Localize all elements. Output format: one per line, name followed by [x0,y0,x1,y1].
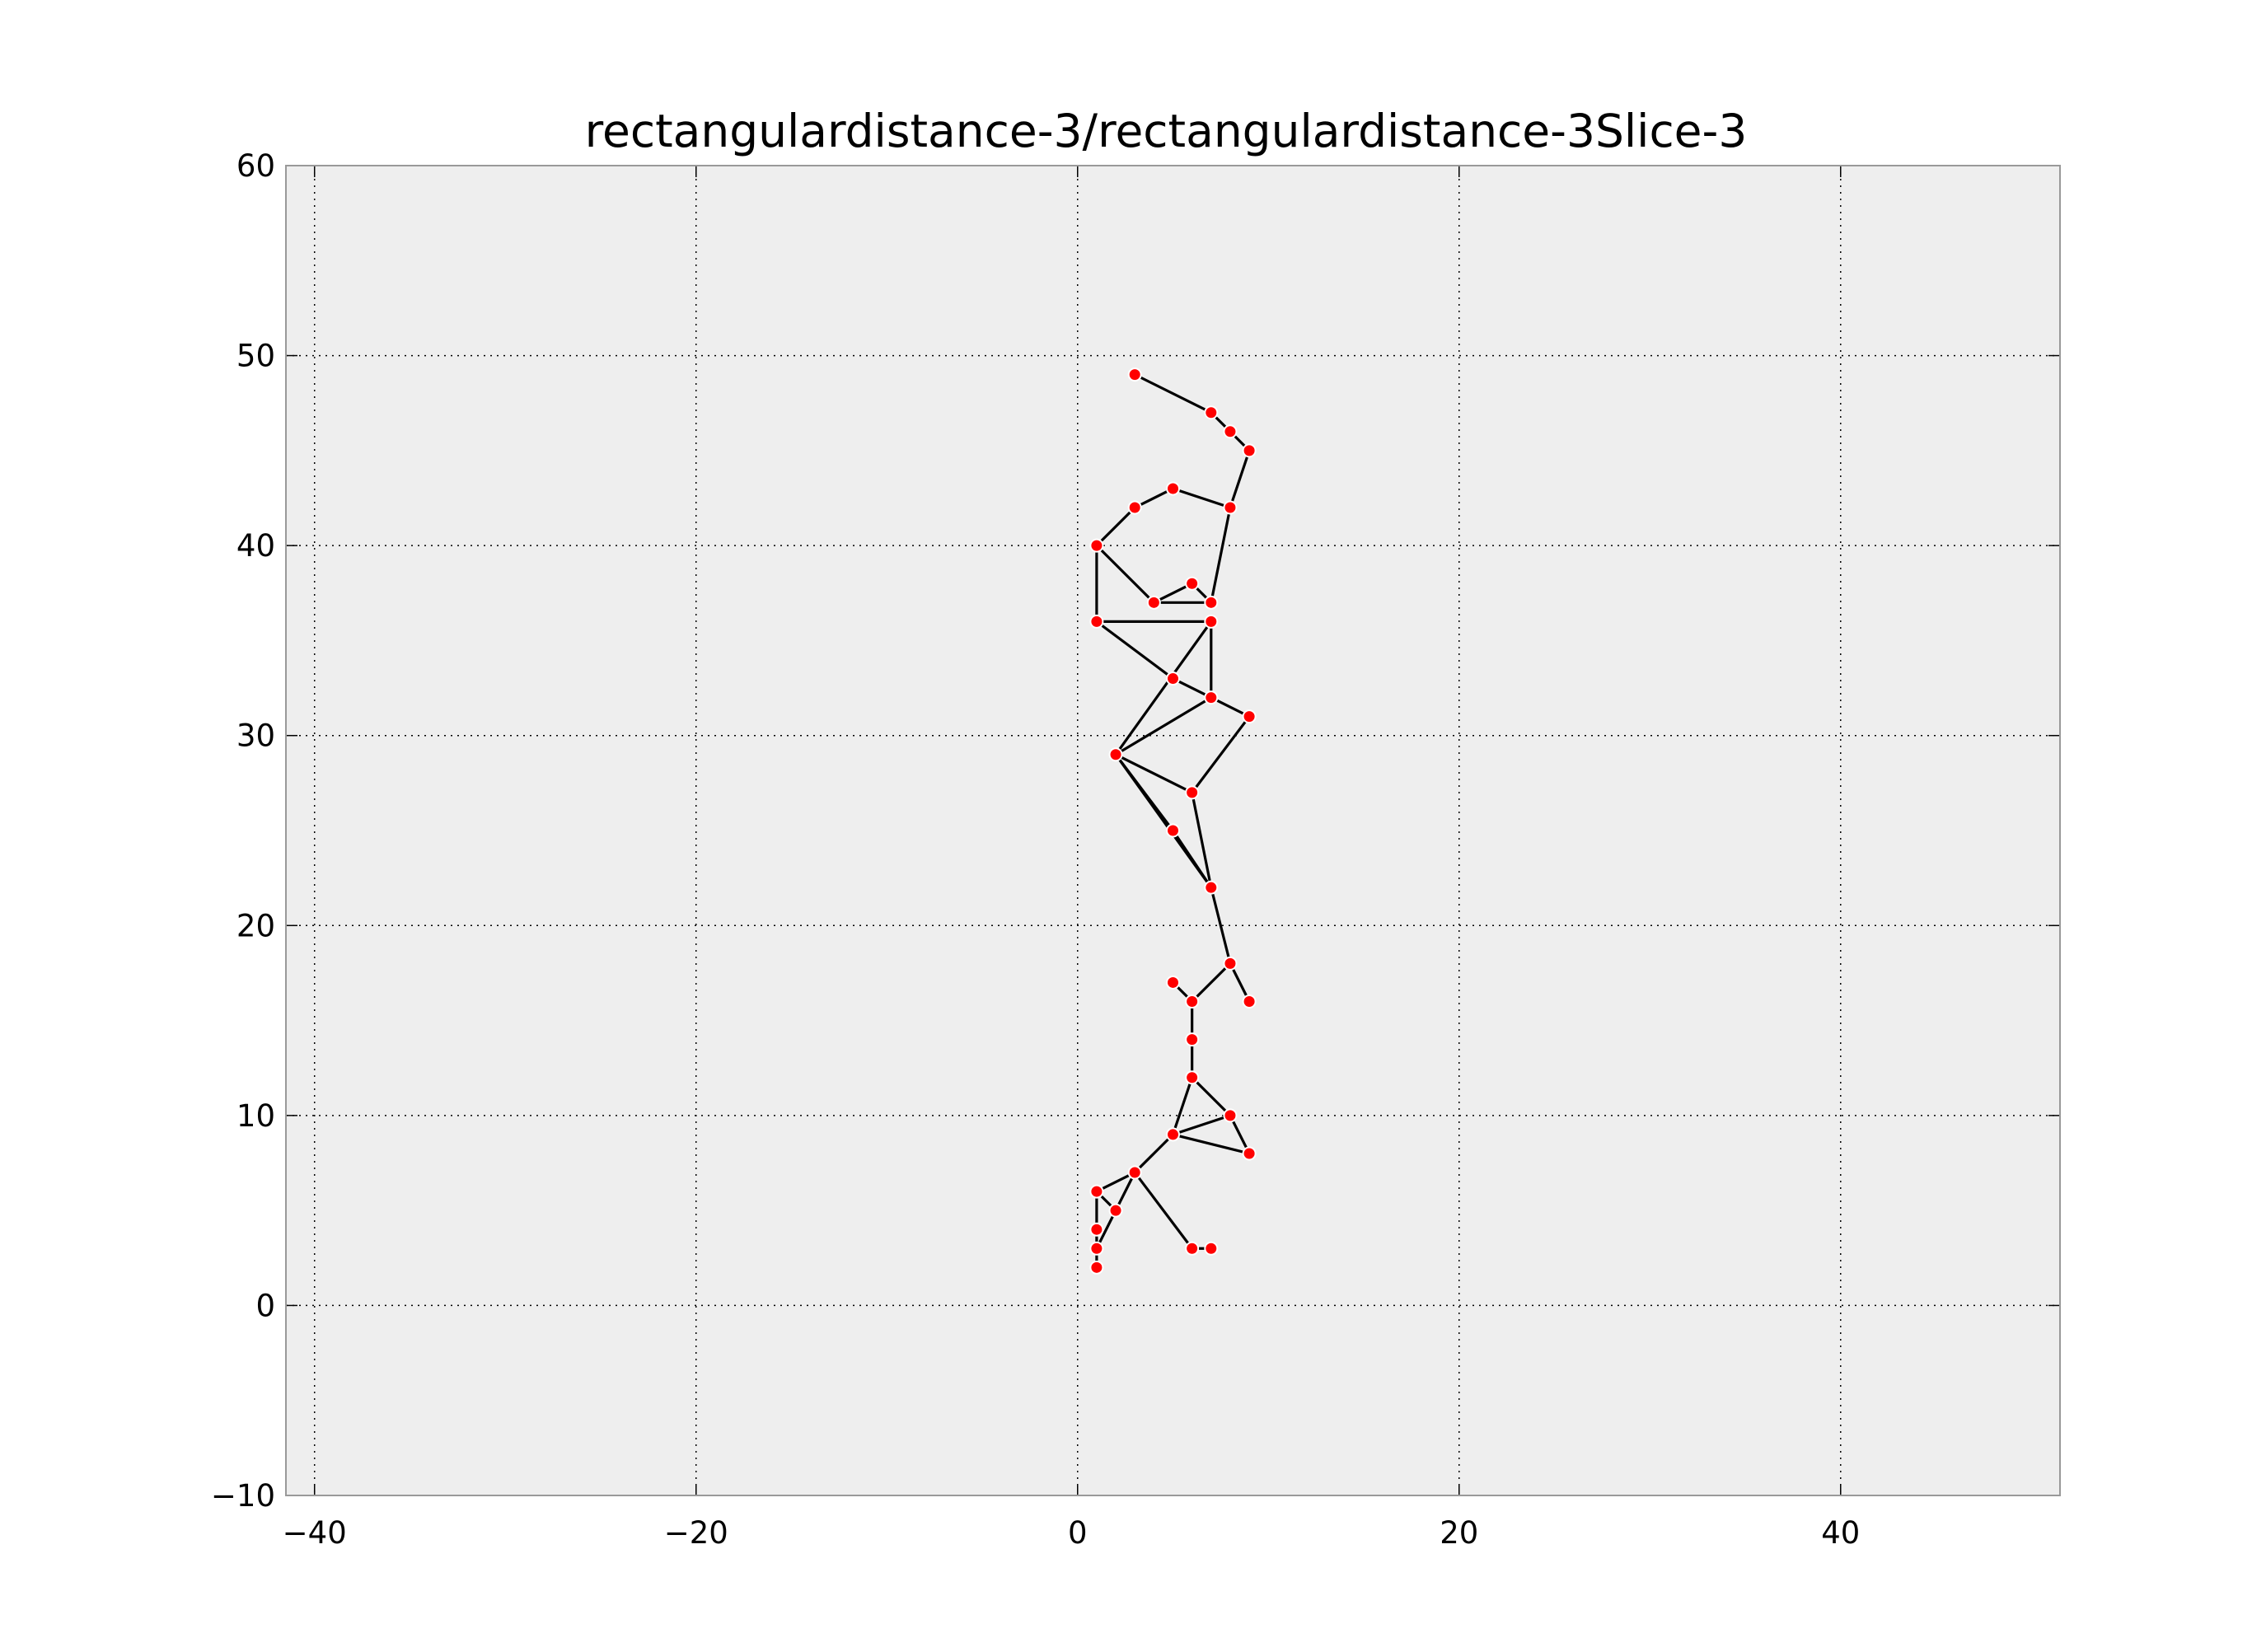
y-tick-label: −10 [211,1478,275,1514]
graph-node-point [1223,500,1238,515]
x-tick-label: 0 [1068,1515,1088,1551]
x-tick-label: 40 [1821,1515,1860,1551]
graph-node-point [1204,1241,1219,1256]
x-tick-label: 20 [1440,1515,1478,1551]
graph-nodes [1089,367,1257,1275]
graph-node-point [1185,1241,1200,1256]
graph-node-point [1089,1241,1104,1256]
graph-node-point [1127,367,1142,382]
x-tick-label: −20 [664,1515,728,1551]
graph-edge [1210,886,1232,966]
y-tick-label: 50 [236,339,275,374]
graph-node-point [1185,1070,1200,1085]
graph-node-point [1089,1260,1104,1275]
graph-node-point [1089,1184,1104,1199]
y-tick-label: 10 [236,1098,275,1134]
y-tick-label: 0 [255,1288,275,1323]
graph-node-point [1242,443,1257,458]
graph-edge [1114,753,1194,794]
graph-edge [1171,829,1213,889]
graph-edge [1114,1171,1136,1212]
graph-edge [1229,449,1251,509]
graph-edge [1191,715,1251,794]
graph-edge [1095,1171,1136,1193]
tick-labels: −40 −20 0 20 40 −10 0 10 20 30 40 50 60 [211,148,1860,1551]
graph-node-point [1242,709,1257,724]
graph-edge [1133,1133,1175,1174]
graph-node-point [1089,538,1104,553]
graph-node-point [1242,994,1257,1009]
axis-ticks [286,165,2060,1496]
graph-edge [1133,487,1175,509]
grid-lines [286,165,2060,1496]
graph-node-point [1108,747,1123,762]
graph-edge [1171,1076,1194,1136]
y-tick-label: 40 [236,528,275,564]
chart-title: rectangulardistance-3/rectangulardistanc… [585,105,1748,157]
graph-node-point [1204,614,1219,629]
graph-edge [1095,1209,1117,1250]
graph-node-point [1108,1203,1123,1218]
graph-node-point [1185,1032,1200,1047]
graph-node-point [1146,595,1161,610]
graph-node-point [1204,880,1219,895]
graph-edge [1210,506,1232,604]
graph-node-point [1166,975,1180,990]
graph-node-point [1089,1222,1104,1237]
graph-node-point [1166,672,1180,686]
graph-node-point [1223,956,1238,971]
graph-edge [1229,962,1251,1004]
graph-edge [1171,676,1213,700]
graph-node-point [1089,614,1104,629]
graph-node-point [1185,994,1200,1009]
graph-edge [1114,620,1213,756]
y-tick-label: 60 [236,148,275,184]
graph-node-point [1223,424,1238,439]
graph-node-point [1127,1165,1142,1180]
graph-node-point [1242,1146,1257,1161]
graph-edge [1191,962,1232,1004]
graph-node-point [1204,690,1219,705]
graph-edge [1210,695,1251,718]
graph-edge [1095,620,1175,681]
y-tick-label: 30 [236,718,275,754]
graph-edge [1171,487,1232,509]
x-tick-label: −40 [283,1515,347,1551]
y-tick-label: 20 [236,908,275,943]
graph-edge [1133,373,1213,414]
graph-node-point [1223,1108,1238,1123]
graph-edge [1095,544,1155,604]
graph-node-point [1185,576,1200,591]
graph-edge [1171,1133,1251,1155]
graph-edge [1133,1171,1194,1250]
axes-frame [285,165,2061,1496]
graph-edge [1114,695,1213,756]
graph-node-point [1166,823,1180,838]
graph-edge [1191,791,1213,889]
graph-node-point [1204,595,1219,610]
graph-edge [1191,1076,1232,1117]
graph-edge [1171,1114,1232,1136]
graph-node-point [1166,1127,1180,1142]
graph-edge [1152,582,1194,604]
graph-edge [1229,1114,1251,1155]
graph-edge [1095,506,1136,547]
graph-node-point [1166,481,1180,496]
graph-node-point [1127,500,1142,515]
graph-node-point [1204,405,1219,420]
graph-node-point [1185,785,1200,800]
